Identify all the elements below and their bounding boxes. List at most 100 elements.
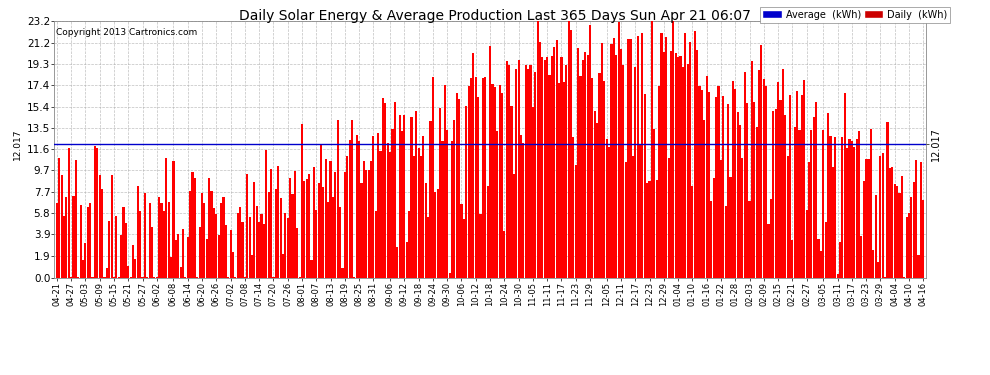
Bar [230,230,232,278]
Bar [608,147,610,278]
Bar [872,250,874,278]
Bar [123,207,125,278]
Bar [837,274,839,278]
Bar [660,33,662,278]
Bar [435,192,437,278]
Legend: Average  (kWh), Daily  (kWh): Average (kWh), Daily (kWh) [759,7,950,22]
Bar [415,111,418,278]
Bar [75,160,77,278]
Bar [472,53,474,278]
Bar [867,159,869,278]
Bar [594,111,596,278]
Bar [320,145,322,278]
Bar [172,161,174,278]
Bar [623,65,625,278]
Bar [850,141,853,278]
Bar [789,95,791,278]
Bar [520,135,522,278]
Bar [427,217,430,278]
Bar [84,243,86,278]
Bar [177,234,179,278]
Bar [144,193,146,278]
Bar [139,211,142,278]
Bar [735,89,737,278]
Bar [739,125,742,278]
Bar [708,92,710,278]
Bar [777,82,779,278]
Bar [111,174,113,278]
Bar [446,130,448,278]
Bar [525,64,527,278]
Bar [706,76,708,278]
Bar [437,189,439,278]
Bar [79,205,82,278]
Bar [920,162,922,278]
Bar [272,277,274,278]
Bar [674,53,677,278]
Bar [715,97,717,278]
Bar [772,111,774,278]
Bar [218,235,220,278]
Bar [137,186,139,278]
Bar [586,55,589,278]
Bar [487,186,489,278]
Bar [82,260,84,278]
Bar [323,188,325,278]
Bar [677,57,679,278]
Bar [420,156,422,278]
Bar [158,197,160,278]
Bar [235,277,237,278]
Bar [135,260,137,278]
Bar [839,242,842,278]
Bar [458,99,460,278]
Bar [67,148,70,278]
Bar [891,166,893,278]
Bar [242,222,244,278]
Bar [579,75,581,278]
Bar [701,90,703,278]
Bar [848,139,850,278]
Bar [694,31,696,278]
Bar [537,21,539,278]
Bar [713,178,715,278]
Bar [448,273,450,278]
Bar [384,103,386,278]
Bar [670,51,672,278]
Bar [823,130,825,278]
Bar [318,183,320,278]
Bar [725,206,727,278]
Bar [460,204,462,278]
Bar [163,211,165,278]
Bar [630,39,632,278]
Bar [618,22,620,278]
Bar [846,148,848,278]
Bar [646,183,648,278]
Bar [539,42,542,278]
Bar [532,107,534,278]
Bar [101,189,103,278]
Bar [339,207,342,278]
Bar [470,78,472,278]
Bar [879,156,881,278]
Bar [835,137,837,278]
Bar [560,57,562,278]
Bar [315,210,318,278]
Bar [589,25,591,278]
Bar [391,129,394,278]
Bar [165,158,167,278]
Bar [294,171,296,278]
Bar [394,102,396,278]
Bar [689,42,691,278]
Bar [130,277,132,278]
Bar [896,186,898,278]
Bar [882,153,884,278]
Bar [155,277,157,278]
Bar [196,277,198,278]
Bar [63,216,65,278]
Bar [567,21,569,278]
Bar [606,140,608,278]
Bar [648,181,650,278]
Bar [489,46,491,278]
Bar [462,219,465,278]
Bar [72,196,74,278]
